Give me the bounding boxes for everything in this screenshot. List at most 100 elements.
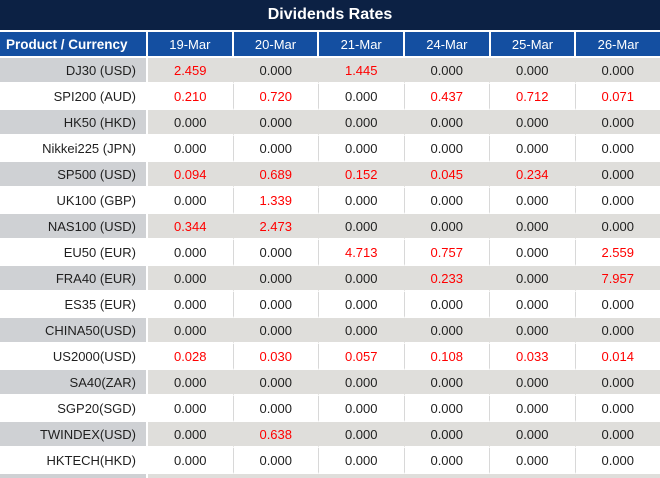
value-cell: 0.689 — [233, 162, 319, 188]
product-cell: SP500 (USD) — [0, 162, 148, 188]
product-cell: SGP20(SGD) — [0, 396, 148, 422]
value-cell: 0.000 — [404, 136, 490, 162]
value-cell: 0.000 — [233, 292, 319, 318]
partial-row-data-cell — [148, 474, 660, 478]
value-cell: 0.000 — [404, 292, 490, 318]
value-cell: 0.437 — [404, 84, 490, 110]
table-row: UK100 (GBP) 0.000 1.339 0.000 0.000 0.000 0.00… — [0, 188, 660, 214]
table-row: NAS100 (USD) 0.344 2.473 0.000 0.000 0.000 0.0… — [0, 214, 660, 240]
product-cell: TWINDEX(USD) — [0, 422, 148, 448]
column-header: 24-Mar — [405, 32, 491, 56]
value-cell: 0.071 — [575, 84, 660, 110]
product-cell: SA40(ZAR) — [0, 370, 148, 396]
partial-row-product-cell — [0, 474, 148, 478]
value-cell: 0.000 — [319, 422, 405, 448]
value-cell: 0.000 — [490, 422, 576, 448]
value-cell: 0.057 — [319, 344, 405, 370]
product-cell: UK100 (GBP) — [0, 188, 148, 214]
value-cell: 0.757 — [404, 240, 490, 266]
value-cell: 0.000 — [319, 370, 405, 396]
value-cell: 0.000 — [233, 58, 319, 84]
value-cell: 0.000 — [319, 136, 405, 162]
value-cell: 0.344 — [148, 214, 234, 240]
product-cell: HK50 (HKD) — [0, 110, 148, 136]
value-cell: 0.000 — [148, 318, 234, 344]
value-cell: 0.000 — [319, 266, 405, 292]
value-cell: 0.033 — [490, 344, 576, 370]
value-cell: 0.000 — [490, 396, 576, 422]
value-cell: 0.000 — [319, 396, 405, 422]
value-cell: 0.000 — [404, 110, 490, 136]
value-cell: 0.000 — [233, 396, 319, 422]
value-cell: 0.000 — [575, 214, 660, 240]
value-cell: 0.000 — [404, 448, 490, 474]
value-cell: 0.720 — [233, 84, 319, 110]
partial-row-strip — [0, 474, 660, 478]
value-cell: 0.000 — [490, 214, 576, 240]
table-title: Dividends Rates — [267, 6, 393, 23]
value-cell: 0.000 — [233, 318, 319, 344]
value-cell: 0.000 — [233, 448, 319, 474]
column-header: 25-Mar — [491, 32, 577, 56]
value-cell: 0.094 — [148, 162, 234, 188]
table-row: CHINA50(USD) 0.000 0.000 0.000 0.000 0.000 0.0… — [0, 318, 660, 344]
product-cell: SPI200 (AUD) — [0, 84, 148, 110]
table-row: HK50 (HKD) 0.000 0.000 0.000 0.000 0.000 0.000 — [0, 110, 660, 136]
column-header: 21-Mar — [319, 32, 406, 56]
table-title-bar: Dividends Rates — [0, 0, 660, 30]
value-cell: 0.000 — [575, 162, 660, 188]
value-cell: 0.000 — [404, 58, 490, 84]
table-row: EU50 (EUR) 0.000 0.000 4.713 0.757 0.000 2.559 — [0, 240, 660, 266]
value-cell: 0.000 — [575, 448, 660, 474]
value-cell: 0.000 — [148, 422, 234, 448]
value-cell: 0.152 — [319, 162, 405, 188]
value-cell: 0.000 — [490, 240, 576, 266]
value-cell: 0.000 — [404, 370, 490, 396]
table-row: DJ30 (USD) 2.459 0.000 1.445 0.000 0.000 0.000 — [0, 58, 660, 84]
value-cell: 0.000 — [233, 136, 319, 162]
value-cell: 0.000 — [148, 396, 234, 422]
value-cell: 0.000 — [148, 240, 234, 266]
value-cell: 0.000 — [233, 240, 319, 266]
value-cell: 0.000 — [575, 292, 660, 318]
value-cell: 0.000 — [148, 136, 234, 162]
value-cell: 0.000 — [404, 214, 490, 240]
value-cell: 0.000 — [490, 370, 576, 396]
value-cell: 0.014 — [575, 344, 660, 370]
table-row: SGP20(SGD) 0.000 0.000 0.000 0.000 0.000 0.000 — [0, 396, 660, 422]
value-cell: 0.000 — [490, 110, 576, 136]
value-cell: 0.000 — [575, 58, 660, 84]
table-row: ES35 (EUR) 0.000 0.000 0.000 0.000 0.000 0.000 — [0, 292, 660, 318]
product-cell: HKTECH(HKD) — [0, 448, 148, 474]
table-row: US2000(USD) 0.028 0.030 0.057 0.108 0.033 0.01… — [0, 344, 660, 370]
table-row: SPI200 (AUD) 0.210 0.720 0.000 0.437 0.712 0.0… — [0, 84, 660, 110]
value-cell: 0.045 — [404, 162, 490, 188]
product-cell: NAS100 (USD) — [0, 214, 148, 240]
column-header: 19-Mar — [148, 32, 234, 56]
table-row: SP500 (USD) 0.094 0.689 0.152 0.045 0.234 0.00… — [0, 162, 660, 188]
value-cell: 0.000 — [404, 188, 490, 214]
value-cell: 0.000 — [319, 292, 405, 318]
product-cell: FRA40 (EUR) — [0, 266, 148, 292]
value-cell: 0.000 — [148, 292, 234, 318]
value-cell: 0.000 — [148, 448, 234, 474]
value-cell: 0.000 — [404, 422, 490, 448]
value-cell: 0.000 — [490, 136, 576, 162]
value-cell: 1.445 — [319, 58, 405, 84]
value-cell: 0.000 — [404, 318, 490, 344]
value-cell: 0.000 — [490, 188, 576, 214]
value-cell: 0.108 — [404, 344, 490, 370]
value-cell: 0.000 — [490, 266, 576, 292]
value-cell: 0.000 — [148, 370, 234, 396]
value-cell: 0.233 — [404, 266, 490, 292]
product-cell: US2000(USD) — [0, 344, 148, 370]
product-cell: Nikkei225 (JPN) — [0, 136, 148, 162]
value-cell: 0.000 — [575, 136, 660, 162]
value-cell: 0.000 — [148, 266, 234, 292]
value-cell: 0.000 — [233, 110, 319, 136]
value-cell: 0.000 — [233, 266, 319, 292]
value-cell: 0.000 — [575, 422, 660, 448]
table-row: SA40(ZAR) 0.000 0.000 0.000 0.000 0.000 0.000 — [0, 370, 660, 396]
header-row: Product / Currency 19-Mar 20-Mar 21-Mar 24-… — [0, 30, 660, 58]
value-cell: 0.000 — [490, 318, 576, 344]
